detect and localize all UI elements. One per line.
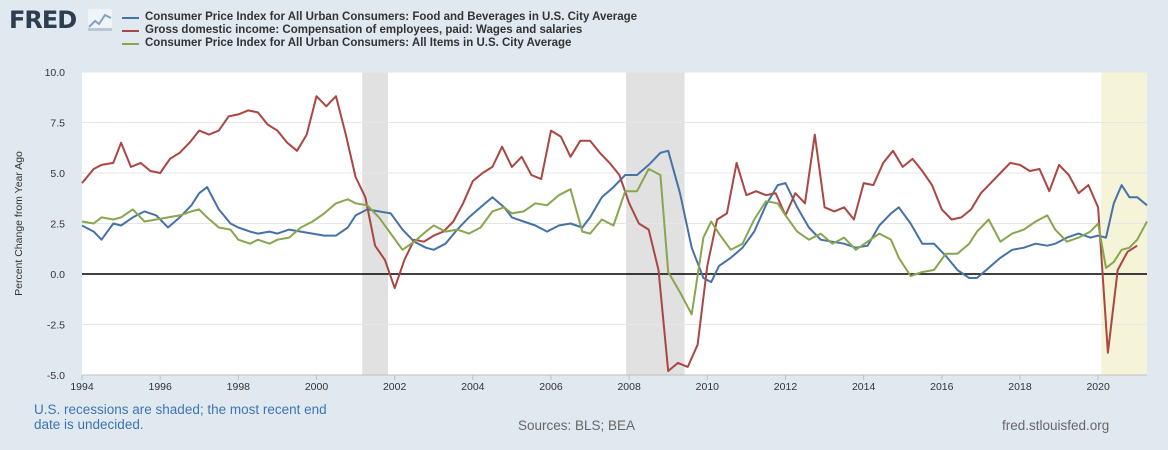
x-tick-label: 2008 [617,381,641,393]
y-tick-label: 10.0 [45,67,66,79]
line-chart[interactable]: 10.0 7.5 5.0 2.5 0.0 -2.5 -5.0 1994 1996 1998 2000… [0,0,1168,400]
y-axis-label: Percent Change from Year Ago [13,151,25,296]
x-tick-label: 2004 [461,381,485,393]
x-tick-label: 2014 [852,381,876,393]
x-tick-label: 2010 [696,381,720,393]
series-line [81,95,1138,372]
y-tick-label: 7.5 [50,118,65,130]
x-tick-label: 2000 [305,381,329,393]
series-line [81,168,1148,316]
fred-logo[interactable]: FRED [9,6,77,34]
x-tick-label: 1996 [148,381,172,393]
y-tick-label: 2.5 [50,219,65,231]
x-tick-label: 2006 [539,381,563,393]
chart-legend: Consumer Price Index for All Urban Consu… [122,11,637,50]
y-tick-label: 0.0 [50,269,65,281]
legend-swatch [122,42,139,45]
legend-label: Consumer Price Index for All Urban Consu… [145,11,638,23]
legend-label: Consumer Price Index for All Urban Consu… [145,37,572,49]
series-line [81,149,1148,284]
x-tick-label: 2018 [1008,381,1032,393]
site-link[interactable]: fred.stlouisfed.org [1002,418,1110,433]
legend-item[interactable]: Consumer Price Index for All Urban Consu… [122,11,637,24]
x-tick-label: 1994 [70,381,94,393]
legend-label: Gross domestic income: Compensation of e… [145,24,583,36]
x-tick-label: 2012 [774,381,798,393]
y-tick-label: -2.5 [47,320,65,332]
x-tick-label: 2002 [383,381,407,393]
x-tick-label: 1998 [227,381,251,393]
legend-item[interactable]: Consumer Price Index for All Urban Consu… [122,37,637,50]
recession-note: U.S. recessions are shaded; the most rec… [34,402,327,432]
x-tick-label: 2016 [930,381,954,393]
chart-trend-icon [88,9,112,31]
legend-swatch [122,29,139,32]
legend-item[interactable]: Gross domestic income: Compensation of e… [122,24,637,37]
y-tick-label: 5.0 [50,168,65,180]
sources-note: Sources: BLS; BEA [518,418,636,433]
x-tick-label: 2020 [1086,381,1110,393]
legend-swatch [122,16,139,19]
y-tick-label: -5.0 [47,370,65,382]
